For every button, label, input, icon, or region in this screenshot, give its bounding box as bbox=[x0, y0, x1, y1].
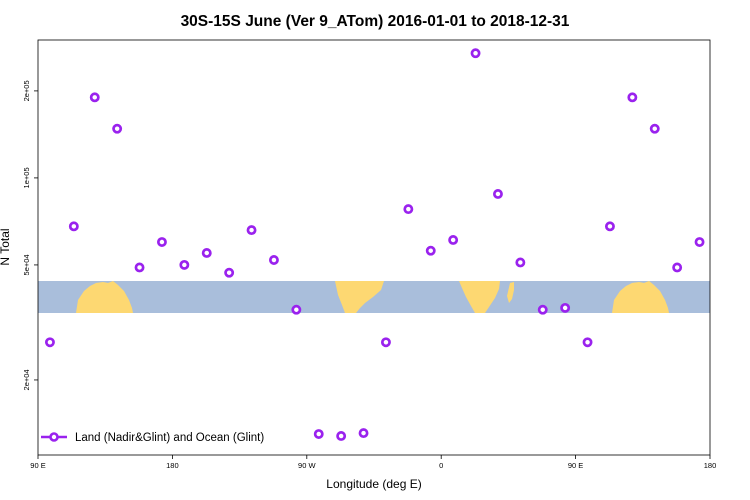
land-australia-left bbox=[76, 281, 133, 313]
data-point bbox=[358, 428, 369, 439]
data-point bbox=[515, 257, 526, 268]
data-point bbox=[649, 123, 660, 134]
y-axis-label: N Total bbox=[0, 228, 12, 265]
data-point bbox=[560, 302, 571, 313]
x-tick-label: 180 bbox=[704, 461, 717, 470]
chart-title: 30S-15S June (Ver 9_ATom) 2016-01-01 to … bbox=[181, 13, 570, 30]
data-point bbox=[134, 262, 145, 273]
data-point bbox=[179, 259, 190, 270]
land-madagascar bbox=[507, 282, 514, 303]
x-axis: 90 E 180 90 W 0 90 E 180 bbox=[30, 455, 716, 470]
x-tick-label: 0 bbox=[439, 461, 443, 470]
x-tick-label: 90 E bbox=[568, 461, 583, 470]
data-point bbox=[425, 245, 436, 256]
data-point bbox=[201, 248, 212, 258]
data-point bbox=[44, 337, 55, 348]
data-point bbox=[492, 189, 503, 199]
x-tick-label: 180 bbox=[166, 461, 179, 470]
data-point bbox=[89, 92, 100, 103]
land-africa bbox=[459, 281, 500, 313]
data-point bbox=[68, 221, 79, 232]
data-point bbox=[112, 123, 123, 134]
legend-label: Land (Nadir&Glint) and Ocean (Glint) bbox=[75, 432, 264, 444]
land-australia-right bbox=[612, 281, 669, 313]
data-point bbox=[604, 221, 615, 232]
data-point bbox=[224, 267, 235, 278]
data-point bbox=[694, 237, 705, 247]
x-axis-label: Longitude (deg E) bbox=[326, 477, 421, 491]
legend: Land (Nadir&Glint) and Ocean (Glint) bbox=[41, 432, 264, 444]
data-point bbox=[291, 304, 302, 315]
y-tick-label: 1e+05 bbox=[22, 167, 31, 188]
data-point bbox=[582, 337, 593, 348]
data-point bbox=[268, 255, 279, 265]
data-point bbox=[470, 48, 481, 59]
data-point bbox=[448, 235, 459, 245]
data-points bbox=[44, 48, 705, 441]
data-point bbox=[672, 262, 683, 273]
y-tick-label: 5e+04 bbox=[22, 254, 31, 275]
plot-frame bbox=[37, 39, 711, 456]
data-point bbox=[313, 429, 324, 439]
land-south-america bbox=[335, 281, 384, 313]
data-point bbox=[403, 204, 414, 215]
map-strip bbox=[38, 281, 710, 313]
data-point bbox=[380, 337, 391, 348]
data-point bbox=[627, 92, 638, 103]
y-tick-label: 2e+05 bbox=[22, 80, 31, 101]
x-tick-label: 90 W bbox=[298, 461, 316, 470]
y-axis: 2e+04 5e+04 1e+05 2e+05 bbox=[22, 80, 38, 390]
data-point bbox=[336, 431, 347, 441]
data-point bbox=[537, 304, 548, 315]
y-tick-label: 2e+04 bbox=[22, 369, 31, 390]
legend-marker bbox=[49, 432, 59, 442]
data-point bbox=[156, 237, 167, 247]
data-point bbox=[246, 225, 257, 236]
x-tick-label: 90 E bbox=[30, 461, 45, 470]
